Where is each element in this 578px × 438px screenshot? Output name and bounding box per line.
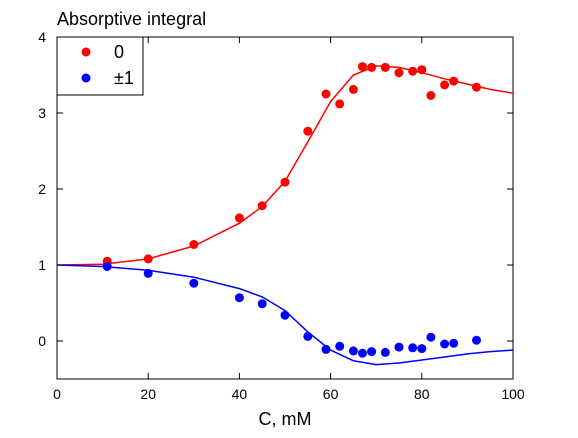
data-points bbox=[102, 62, 481, 358]
data-point-series-0 bbox=[472, 82, 481, 92]
x-tick-label: 80 bbox=[414, 386, 430, 402]
y-tick-label: 0 bbox=[38, 333, 46, 349]
tick-labels: 0 20 40 60 80 100 0 1 2 3 4 bbox=[38, 29, 525, 402]
data-point-series-1 bbox=[189, 278, 199, 288]
data-point-series-1 bbox=[449, 338, 459, 348]
data-point-series-0 bbox=[380, 62, 390, 72]
data-point-series-1 bbox=[358, 348, 367, 358]
data-point-series-1 bbox=[102, 262, 112, 271]
data-point-series-0 bbox=[234, 213, 244, 223]
data-point-series-0 bbox=[440, 80, 450, 90]
data-point-series-0 bbox=[335, 99, 345, 109]
data-point-series-0 bbox=[303, 126, 313, 136]
legend-marker-series-1 bbox=[81, 73, 91, 83]
data-point-series-0 bbox=[449, 76, 459, 86]
fit-curve-series-0 bbox=[56, 65, 514, 266]
data-point-series-0 bbox=[143, 254, 153, 264]
data-point-series-1 bbox=[367, 347, 377, 357]
fit-curve-series-1 bbox=[56, 264, 514, 366]
data-point-series-1 bbox=[417, 344, 427, 354]
y-axis-label: Absorptive integral bbox=[57, 9, 206, 29]
plot-frame bbox=[56, 36, 514, 380]
x-tick-label: 60 bbox=[323, 386, 339, 402]
data-point-series-0 bbox=[348, 84, 358, 94]
legend: 0±1 bbox=[56, 36, 144, 96]
data-point-series-1 bbox=[257, 299, 267, 309]
legend-label-series-0: 0 bbox=[114, 42, 124, 62]
data-point-series-0 bbox=[257, 201, 267, 211]
y-tick-label: 3 bbox=[38, 105, 46, 121]
legend-label-series-1: ±1 bbox=[114, 68, 134, 88]
data-point-series-1 bbox=[143, 268, 153, 278]
data-point-series-1 bbox=[440, 339, 450, 349]
data-point-series-0 bbox=[358, 62, 367, 72]
legend-marker-series-0 bbox=[81, 47, 91, 57]
data-point-series-1 bbox=[348, 346, 358, 356]
x-tick-label: 20 bbox=[140, 386, 156, 402]
data-point-series-1 bbox=[394, 342, 404, 352]
data-point-series-1 bbox=[472, 335, 481, 345]
data-point-series-0 bbox=[189, 240, 199, 249]
data-point-series-0 bbox=[394, 68, 404, 78]
data-point-series-1 bbox=[321, 344, 331, 354]
data-point-series-1 bbox=[335, 341, 345, 351]
fit-curves bbox=[56, 65, 514, 366]
data-point-series-0 bbox=[417, 65, 427, 75]
data-point-series-1 bbox=[234, 293, 244, 303]
x-tick-label: 100 bbox=[501, 386, 525, 402]
x-tick-label: 40 bbox=[232, 386, 248, 402]
data-point-series-1 bbox=[303, 331, 313, 341]
data-point-series-0 bbox=[367, 62, 377, 72]
data-point-series-0 bbox=[408, 66, 418, 76]
data-point-series-0 bbox=[426, 91, 436, 100]
y-tick-label: 4 bbox=[38, 29, 46, 45]
x-axis-label: C, mM bbox=[259, 409, 312, 429]
data-point-series-1 bbox=[280, 310, 290, 320]
data-point-series-0 bbox=[280, 177, 290, 187]
x-tick-label: 0 bbox=[53, 386, 61, 402]
legend-box bbox=[56, 36, 144, 96]
y-tick-label: 1 bbox=[38, 257, 46, 273]
data-point-series-0 bbox=[321, 89, 331, 99]
data-point-series-1 bbox=[408, 343, 418, 353]
data-point-series-1 bbox=[380, 347, 390, 357]
y-tick-label: 2 bbox=[38, 181, 46, 197]
data-point-series-1 bbox=[426, 332, 436, 342]
